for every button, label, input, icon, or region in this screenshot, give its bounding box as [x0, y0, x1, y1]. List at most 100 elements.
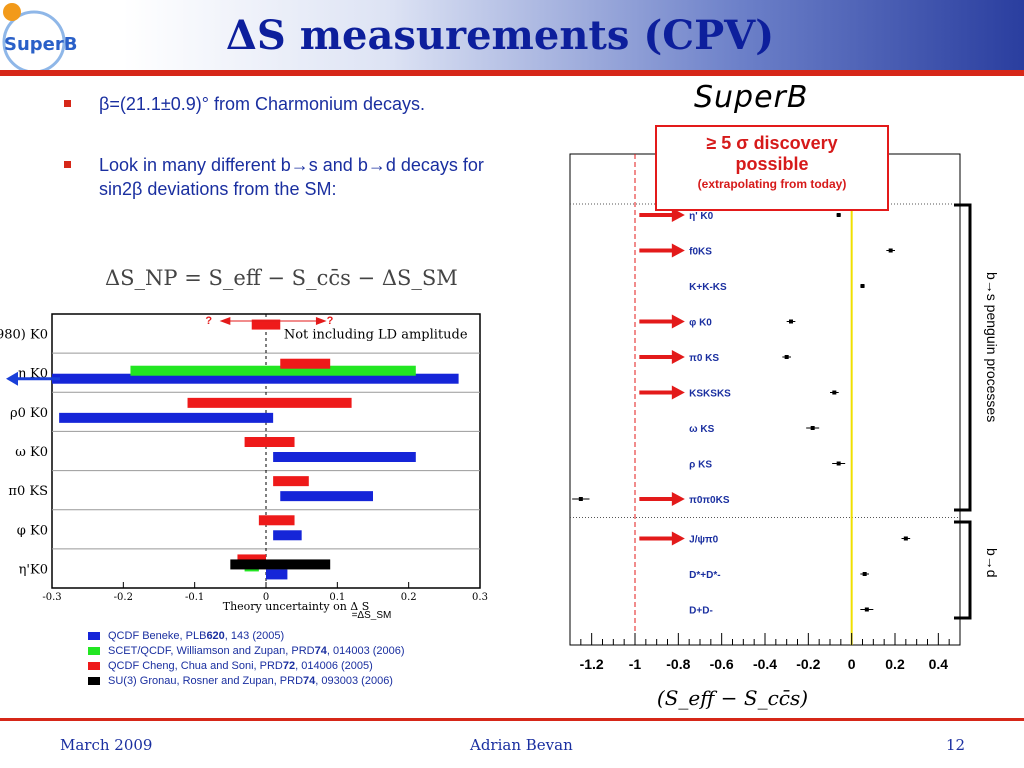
decay-mode-label: D*+D*-	[689, 570, 720, 581]
discovery-arrow-head	[671, 531, 685, 546]
decay-mode-label: K+K-KS	[689, 282, 727, 293]
slide-title: ΔS measurements (CPV)	[225, 12, 775, 59]
decay-mode-label: J/ψπ0	[689, 535, 719, 546]
title-band	[0, 0, 1024, 70]
legend-entry-qcdf-cheng: QCDF Cheng, Chua and Soni, PRD72, 014006…	[88, 660, 373, 672]
uncertainty-bar	[266, 569, 288, 580]
uncertainty-bar	[244, 437, 295, 447]
uncertainty-bar	[230, 559, 331, 570]
category-label: π0 KS	[8, 484, 48, 499]
x-tick-label: 0.1	[329, 592, 345, 603]
x-tick-label: 0	[848, 656, 856, 672]
uncertainty-bar	[258, 515, 295, 526]
title-rule	[0, 70, 1024, 76]
data-point	[578, 497, 583, 501]
legend-swatch	[88, 647, 100, 655]
bullet-1: β=(21.1±0.9)° from Charmonium decays.	[64, 92, 464, 116]
discovery-line-2: possible	[735, 154, 809, 174]
superb-logo: SuperB	[0, 0, 77, 75]
uncertainty-bar	[273, 530, 302, 541]
decay-mode-label: f0KS	[689, 247, 712, 258]
data-point	[784, 355, 789, 359]
bullet-marker	[64, 161, 71, 168]
data-point	[810, 426, 815, 430]
data-point	[862, 572, 867, 576]
data-point	[836, 461, 841, 466]
x-tick-label: -0.6	[710, 656, 734, 672]
bracket-bd	[954, 520, 972, 620]
data-point	[836, 213, 841, 217]
data-point	[864, 607, 869, 612]
data-point	[903, 536, 908, 541]
decay-mode-label: D+D-	[689, 606, 713, 617]
ld-annotation: Not including LD amplitude	[284, 328, 468, 343]
discovery-arrow-head	[671, 492, 685, 506]
x-tick-label: 0.3	[472, 592, 488, 603]
x-tick-label: 0	[263, 592, 269, 603]
footer-page-number: 12	[946, 736, 966, 754]
decay-mode-label: η' K0	[689, 211, 713, 222]
bullet-marker	[64, 100, 71, 107]
discovery-box: ≥ 5 σ discovery possible (extrapolating …	[655, 125, 889, 211]
uncertainty-bar	[273, 476, 309, 487]
bullet-2-text: Look in many different b→s and b→d decay…	[99, 155, 484, 199]
x-tick-label: -0.3	[42, 592, 61, 603]
right-plot-frame	[569, 153, 961, 646]
x-tick-label: 0.4	[929, 656, 949, 672]
x-tick-label: -1	[629, 656, 642, 672]
discovery-arrow-head	[671, 208, 685, 222]
data-point	[832, 390, 837, 395]
uncertainty-bar	[273, 452, 416, 462]
x-tick-label: -0.2	[114, 592, 133, 603]
discovery-line-1: ≥ 5 σ discovery	[706, 133, 838, 153]
discovery-arrow-head	[671, 350, 685, 364]
delta-s-np-equation: ΔS_NP = S_eff − S_cc̄s − ΔS_SM	[105, 266, 458, 290]
uncertainty-bar	[130, 365, 416, 376]
discovery-line-3: (extrapolating from today)	[697, 177, 847, 191]
question-arrow-left	[219, 317, 231, 325]
decay-mode-label: ω KS	[689, 424, 714, 435]
footer-date: March 2009	[60, 736, 153, 754]
x-tick-label: -0.2	[796, 656, 820, 672]
category-label: η'K0	[19, 562, 48, 577]
discovery-arrow-head	[671, 243, 685, 258]
data-point	[888, 248, 893, 253]
category-label: φ K0	[17, 523, 48, 538]
discovery-arrow-head	[671, 385, 685, 400]
legend-swatch	[88, 677, 100, 685]
side-label-bs-penguin: b→s penguin processes	[984, 272, 1000, 423]
bracket-bs	[954, 203, 972, 512]
decay-mode-label: KSKSKS	[689, 389, 731, 400]
legend-swatch	[88, 632, 100, 640]
question-mark-right: ?	[327, 315, 334, 327]
left-plot-frame	[51, 313, 481, 589]
uncertainty-bar	[280, 491, 373, 502]
side-label-bd: b→d	[984, 548, 1000, 578]
delta-s-projection-chart: η' K0 f0KS K+K-KS φ K0 π0 KS KSKSKS ω KS ρ KS π0…	[569, 153, 961, 710]
question-mark-left: ?	[205, 315, 212, 327]
bullet-2: Look in many different b→s and b→d decay…	[64, 153, 484, 201]
uncertainty-bar	[280, 358, 331, 369]
x-tick-label: 0.2	[885, 656, 905, 672]
uncertainty-bar	[59, 412, 274, 423]
uncertainty-bar	[52, 373, 459, 384]
legend-swatch	[88, 662, 100, 670]
offscale-arrow-head	[6, 371, 18, 386]
x-axis-label: (S_eff − S_cc̄s)	[657, 686, 808, 710]
footer-author: Adrian Bevan	[470, 736, 573, 754]
superb-label: SuperB	[694, 80, 809, 115]
category-label: f0(980) K0	[0, 328, 48, 343]
logo-text: SuperB	[4, 34, 78, 55]
x-tick-label: -1.2	[580, 656, 604, 672]
uncertainty-bar	[187, 397, 352, 408]
discovery-arrow-head	[671, 314, 685, 329]
decay-mode-label: π0 KS	[689, 353, 719, 364]
x-axis-label: Theory uncertainty on Δ S	[223, 600, 370, 613]
left-chart-legend: QCDF Beneke, PLB620, 143 (2005) SCET/QCD…	[0, 628, 500, 698]
legend-entry-su3-gronau: SU(3) Gronau, Rosner and Zupan, PRD74, 0…	[88, 675, 393, 687]
category-label: ρ0 K0	[10, 406, 48, 421]
x-tick-label: -0.1	[185, 592, 204, 603]
decay-mode-label: π0π0KS	[689, 495, 730, 506]
data-point	[860, 284, 865, 288]
